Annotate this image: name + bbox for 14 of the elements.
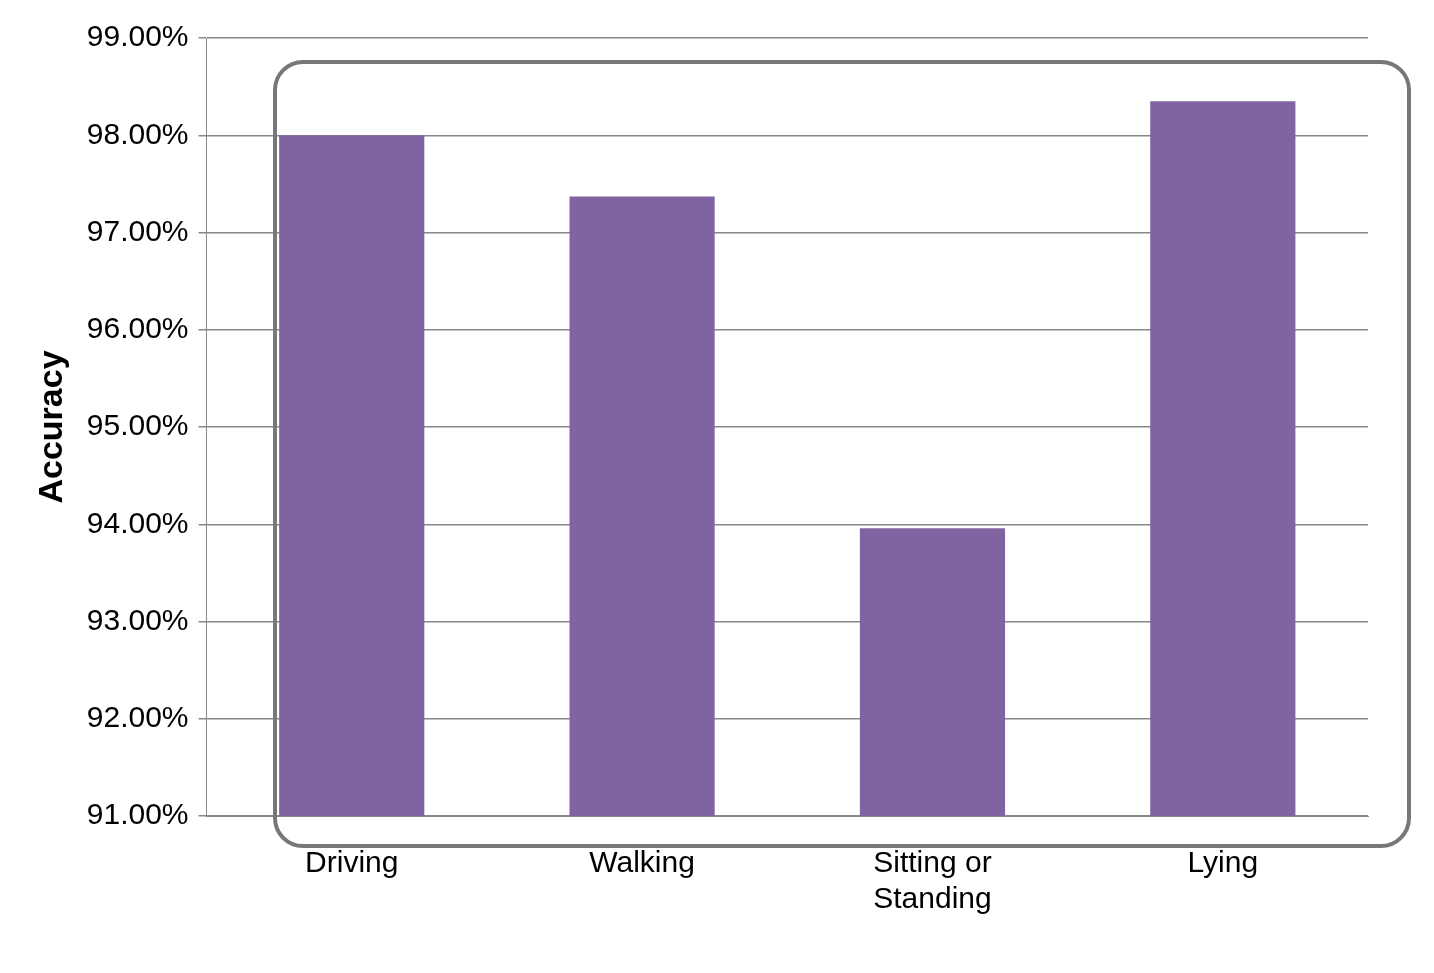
- y-tick-label: 99.00%: [86, 19, 189, 53]
- x-tick-label: Lying: [1187, 845, 1259, 879]
- y-tick-label: 94.00%: [86, 505, 189, 539]
- y-tick-label: 92.00%: [86, 700, 189, 734]
- x-tick-label: Driving: [305, 845, 399, 879]
- y-tick-label: 97.00%: [86, 213, 189, 247]
- y-tick-label: 91.00%: [86, 797, 189, 831]
- y-axis-title: Accuracy: [30, 350, 69, 504]
- y-tick-label: 95.00%: [86, 408, 189, 442]
- x-tick-label: Sitting or Standing: [873, 845, 992, 915]
- x-tick-label: Walking: [589, 845, 695, 879]
- y-tick-label: 93.00%: [86, 602, 189, 636]
- y-tick-label: 96.00%: [86, 311, 189, 345]
- y-tick-label: 98.00%: [86, 116, 189, 150]
